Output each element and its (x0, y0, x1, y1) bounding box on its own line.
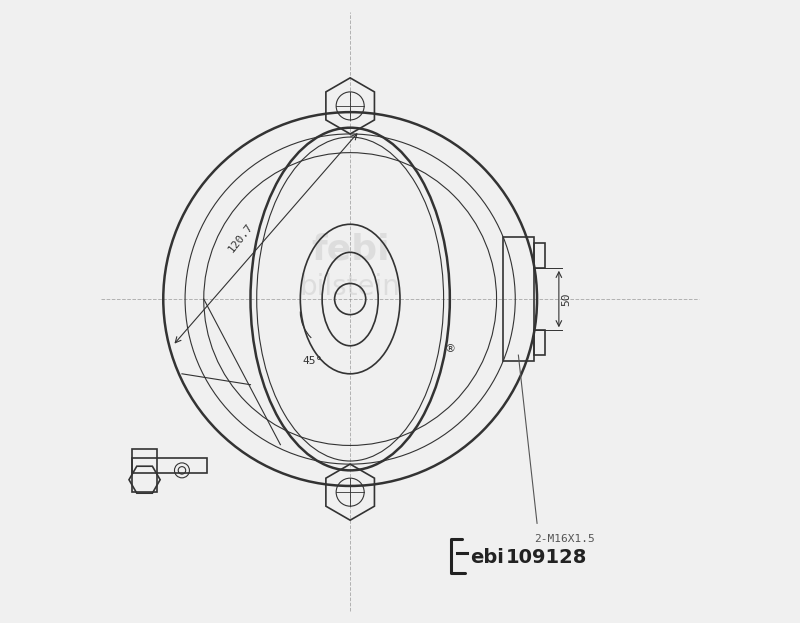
Bar (534, 330, 545, 355)
Text: febi: febi (311, 232, 390, 266)
Bar (502, 237, 534, 361)
Text: 2-M16X1.5: 2-M16X1.5 (534, 534, 594, 544)
Bar (534, 243, 545, 268)
Text: bilstein: bilstein (300, 273, 401, 300)
Text: 109128: 109128 (506, 548, 587, 567)
Bar (132, 458, 207, 473)
Text: ®: ® (444, 344, 455, 354)
Text: 50: 50 (562, 292, 571, 306)
Text: 45°: 45° (302, 356, 323, 366)
Bar (132, 449, 157, 492)
Text: ebi: ebi (470, 548, 504, 567)
Text: 120.7: 120.7 (227, 222, 255, 255)
